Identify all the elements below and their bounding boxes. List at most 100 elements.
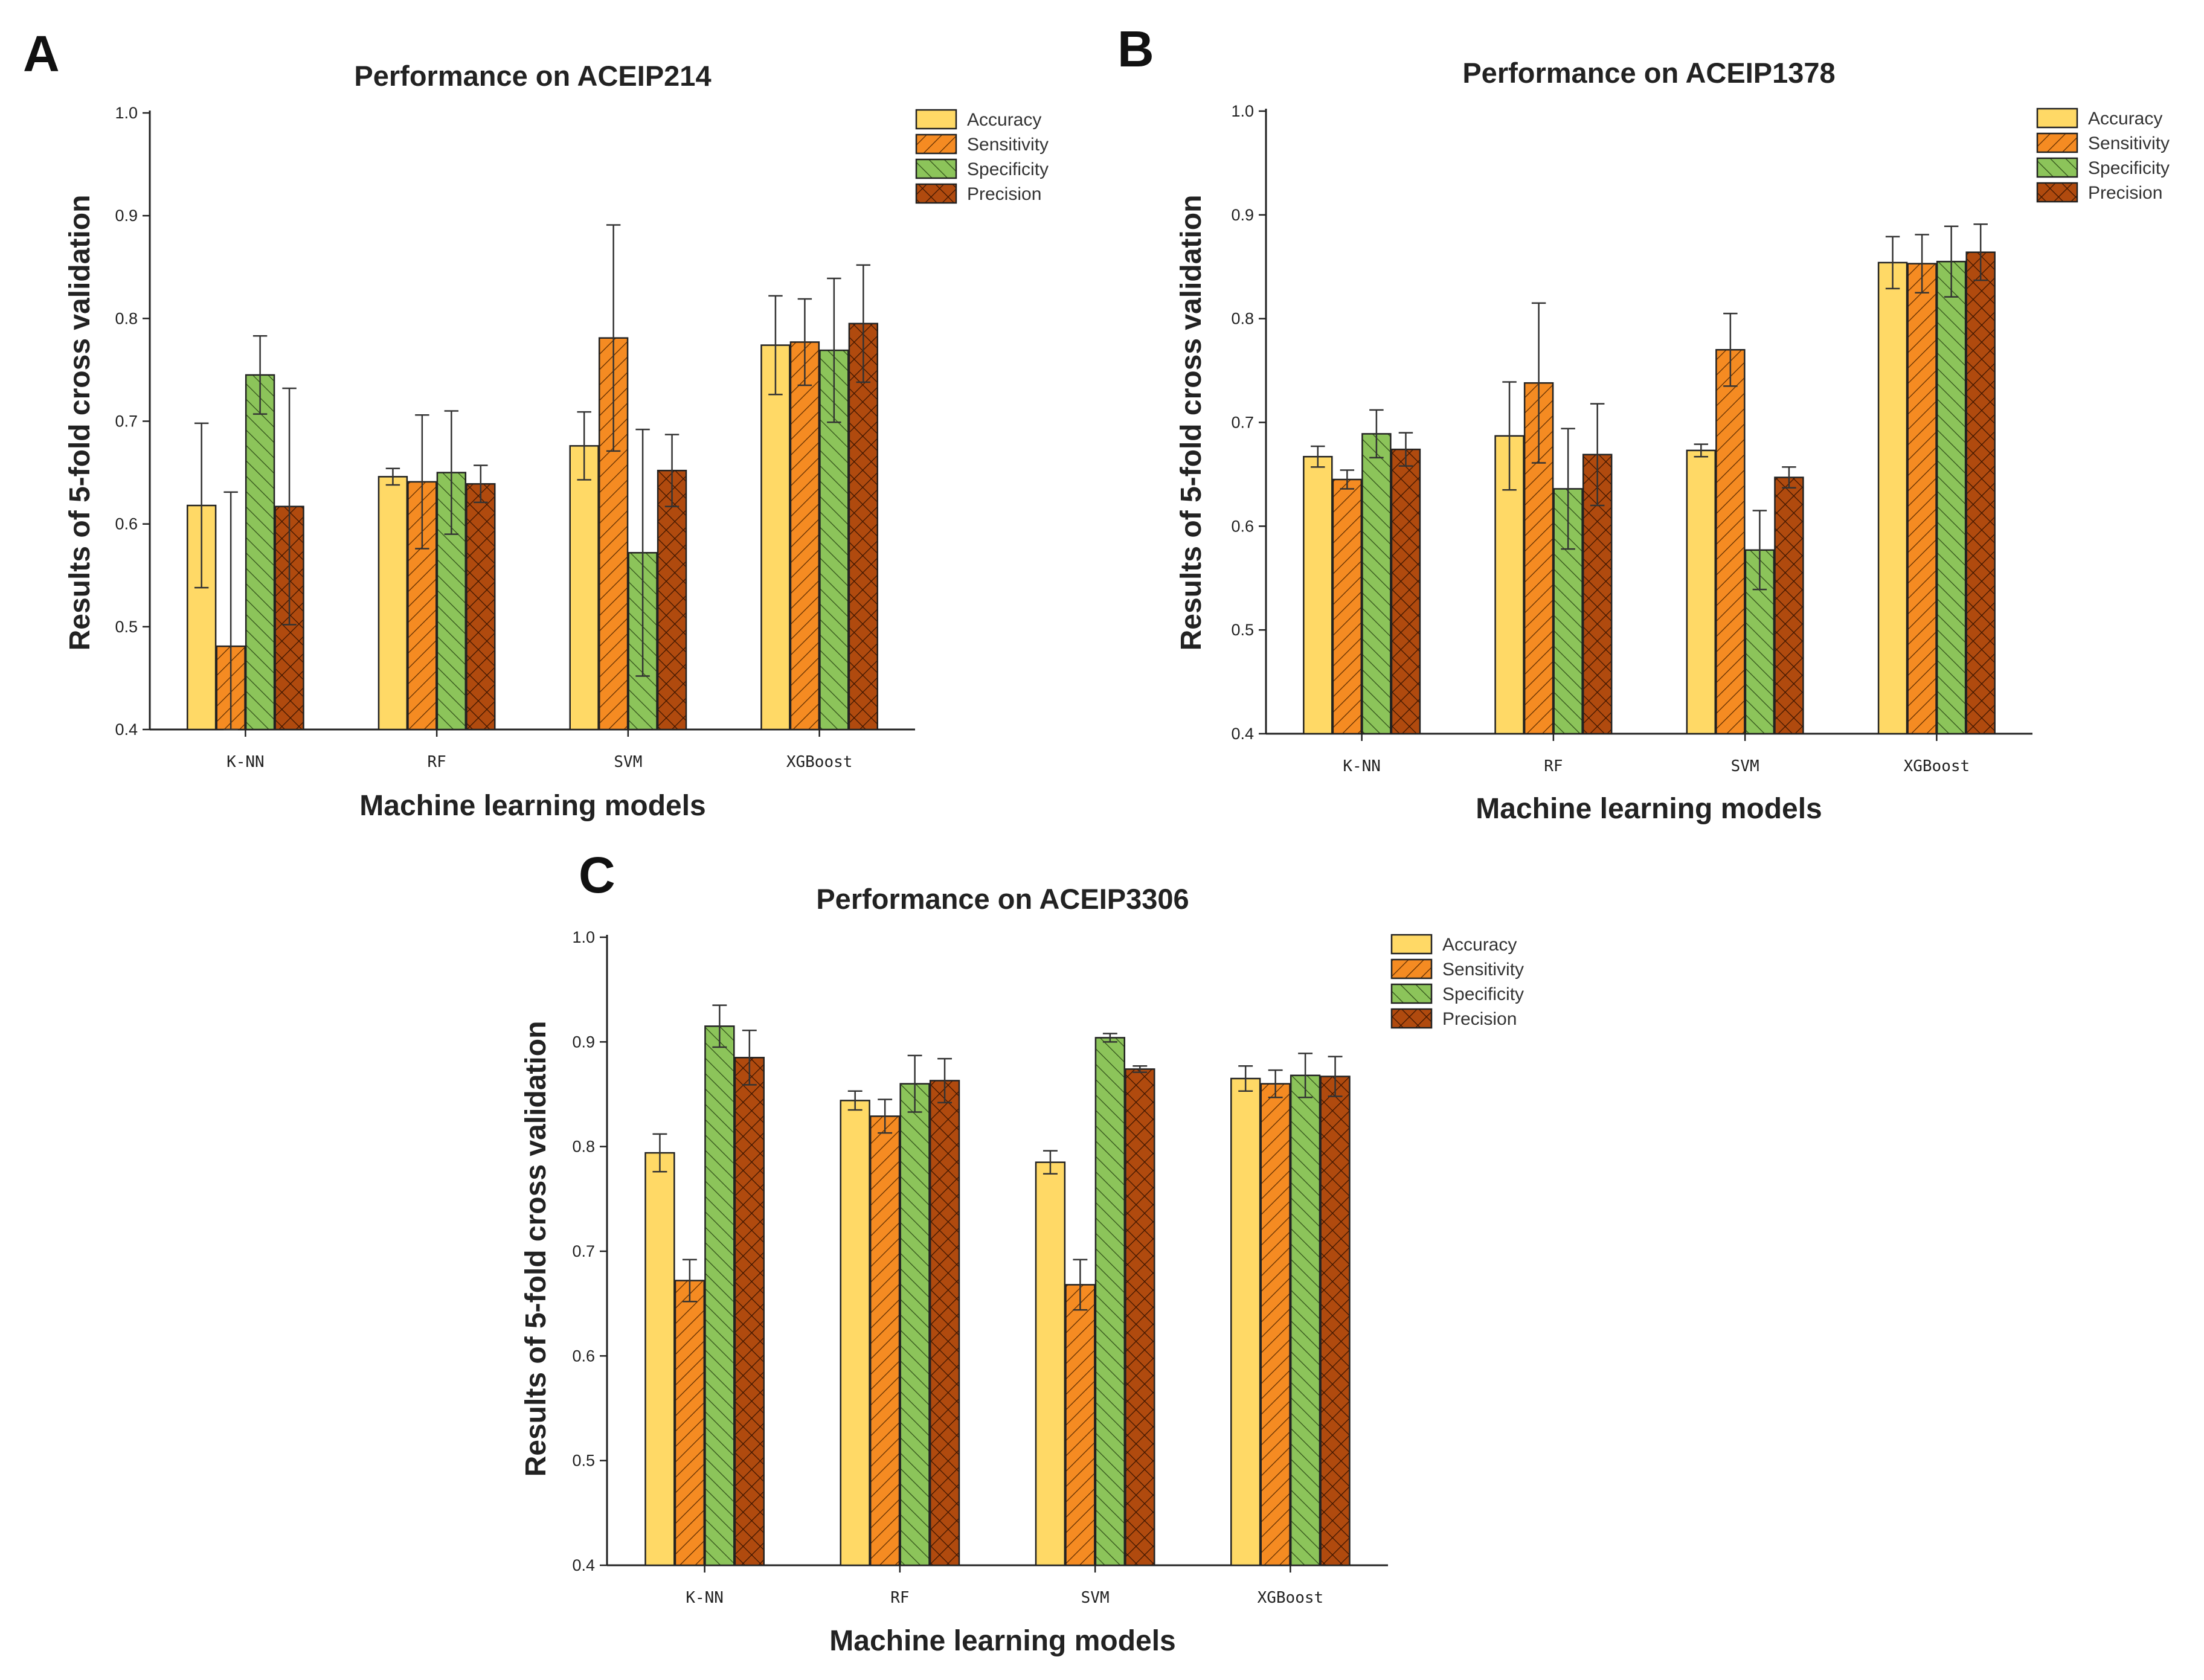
x-tick-label: RF xyxy=(890,1589,909,1607)
bar-sensitivity xyxy=(869,1115,901,1566)
legend-swatch-precision xyxy=(2036,182,2078,203)
y-axis-label: Results of 5-fold cross validation xyxy=(520,1021,552,1477)
legend-label: Accuracy xyxy=(1442,935,1517,955)
chart-panel-b: B Performance on ACEIP1378 Machine learn… xyxy=(1117,21,2170,825)
bar-accuracy xyxy=(569,445,599,731)
legend-label: Accuracy xyxy=(2088,109,2162,129)
legend-swatch-accuracy xyxy=(1390,934,1433,955)
y-tick-label: 0.7 xyxy=(115,412,138,431)
legend-swatch-specificity xyxy=(1390,983,1433,1004)
legend-swatch-sensitivity xyxy=(1390,958,1433,979)
bar-specificity xyxy=(899,1083,930,1566)
plot-area: 0.4 0.5 0.6 0.7 0.8 0.9 1.0 K-NN RF SVM XGBoost xyxy=(1231,102,2032,775)
panel-letter: B xyxy=(1117,21,1154,77)
y-tick-label: 1.0 xyxy=(1231,102,1254,120)
y-tick-label: 0.9 xyxy=(572,1033,595,1051)
x-tick-label: XGBoost xyxy=(1904,757,1970,775)
bar-sensitivity xyxy=(789,341,820,731)
legend-label: Sensitivity xyxy=(967,135,1049,155)
bar-accuracy xyxy=(840,1100,870,1566)
bar-precision xyxy=(466,483,496,731)
bar-accuracy xyxy=(1035,1161,1066,1566)
y-axis-label: Results of 5-fold cross validation xyxy=(64,195,96,651)
bar-accuracy xyxy=(1877,261,1908,735)
bar-precision xyxy=(1774,476,1804,735)
legend-swatch-specificity xyxy=(915,158,957,179)
y-tick-label: 0.5 xyxy=(115,618,138,636)
chart-title: Performance on ACEIP3306 xyxy=(816,883,1189,915)
bar-precision xyxy=(657,469,687,731)
x-axis-label: Machine learning models xyxy=(1476,793,1822,825)
bar-specificity xyxy=(245,374,275,731)
legend-label: Precision xyxy=(1442,1009,1517,1029)
chart-panel-a: A Performance on ACEIP214 Machine learni… xyxy=(23,25,1049,822)
y-tick-label: 0.5 xyxy=(572,1452,595,1470)
x-tick-label: RF xyxy=(427,753,446,771)
panel-letter: A xyxy=(23,25,60,82)
legend-label: Sensitivity xyxy=(2088,133,2170,153)
bar-sensitivity xyxy=(1523,382,1554,735)
chart-title: Performance on ACEIP214 xyxy=(354,60,711,92)
legend-swatch-sensitivity xyxy=(915,133,957,155)
bar-precision xyxy=(1320,1076,1351,1566)
x-axis-label: Machine learning models xyxy=(359,790,705,822)
bar-precision xyxy=(848,322,879,731)
bar-sensitivity xyxy=(1715,348,1746,735)
bar-precision xyxy=(1390,448,1421,735)
x-axis-label: Machine learning models xyxy=(829,1625,1175,1657)
y-tick-label: 0.4 xyxy=(115,720,138,739)
legend-label: Specificity xyxy=(967,159,1049,179)
bar-specificity xyxy=(1936,260,1967,735)
y-tick-label: 0.9 xyxy=(115,207,138,225)
y-tick-label: 1.0 xyxy=(115,104,138,122)
bar-accuracy xyxy=(760,344,791,731)
y-tick-label: 1.0 xyxy=(572,928,595,946)
legend-swatch-precision xyxy=(915,183,957,204)
bar-precision xyxy=(734,1057,765,1566)
x-tick-label: K-NN xyxy=(686,1589,724,1607)
bar-accuracy xyxy=(1303,455,1333,735)
bar-specificity xyxy=(1361,433,1392,735)
legend-swatch-specificity xyxy=(2036,157,2078,178)
legend-label: Precision xyxy=(2088,183,2162,203)
chart-title: Performance on ACEIP1378 xyxy=(1462,57,1835,89)
y-tick-label: 0.8 xyxy=(1231,310,1254,328)
bar-precision xyxy=(929,1080,960,1566)
x-tick-label: SVM xyxy=(1081,1589,1110,1607)
bar-sensitivity xyxy=(1907,263,1937,735)
x-tick-label: SVM xyxy=(614,753,642,771)
bar-sensitivity xyxy=(1065,1284,1096,1566)
bar-specificity xyxy=(1094,1037,1126,1566)
legend-swatch-sensitivity xyxy=(2036,132,2078,153)
bar-accuracy xyxy=(644,1152,675,1566)
bar-accuracy xyxy=(1686,449,1717,735)
x-tick-label: XGBoost xyxy=(1258,1589,1324,1607)
y-tick-label: 0.5 xyxy=(1231,621,1254,639)
y-tick-label: 0.8 xyxy=(572,1138,595,1156)
y-tick-label: 0.8 xyxy=(115,309,138,327)
x-tick-label: RF xyxy=(1544,757,1563,775)
bar-precision xyxy=(1125,1068,1155,1566)
y-tick-label: 0.9 xyxy=(1231,206,1254,224)
y-tick-label: 0.4 xyxy=(572,1556,595,1574)
legend-label: Specificity xyxy=(2088,158,2170,178)
x-tick-label: SVM xyxy=(1731,757,1759,775)
y-tick-label: 0.6 xyxy=(115,515,138,533)
bar-sensitivity xyxy=(1332,478,1363,735)
y-tick-label: 0.7 xyxy=(1231,414,1254,432)
legend: Accuracy Sensitivity Specificity Precision xyxy=(1390,934,1524,1029)
y-tick-label: 0.4 xyxy=(1231,725,1254,743)
bar-specificity xyxy=(704,1025,735,1566)
legend-swatch-precision xyxy=(1390,1008,1433,1029)
legend-label: Specificity xyxy=(1442,984,1524,1004)
chart-panel-c: C Performance on ACEIP3306 Machine learn… xyxy=(520,847,1524,1657)
bar-precision xyxy=(1965,251,1996,735)
legend: Accuracy Sensitivity Specificity Precision xyxy=(2036,107,2170,203)
bar-accuracy xyxy=(1230,1077,1261,1566)
y-tick-label: 0.7 xyxy=(572,1242,595,1260)
y-tick-label: 0.6 xyxy=(572,1347,595,1365)
bar-sensitivity xyxy=(674,1280,705,1566)
y-tick-label: 0.6 xyxy=(1231,517,1254,535)
legend-label: Precision xyxy=(967,184,1041,204)
plot-area: 0.4 0.5 0.6 0.7 0.8 0.9 1.0 K-NN RF SVM XGBoost xyxy=(572,928,1388,1607)
